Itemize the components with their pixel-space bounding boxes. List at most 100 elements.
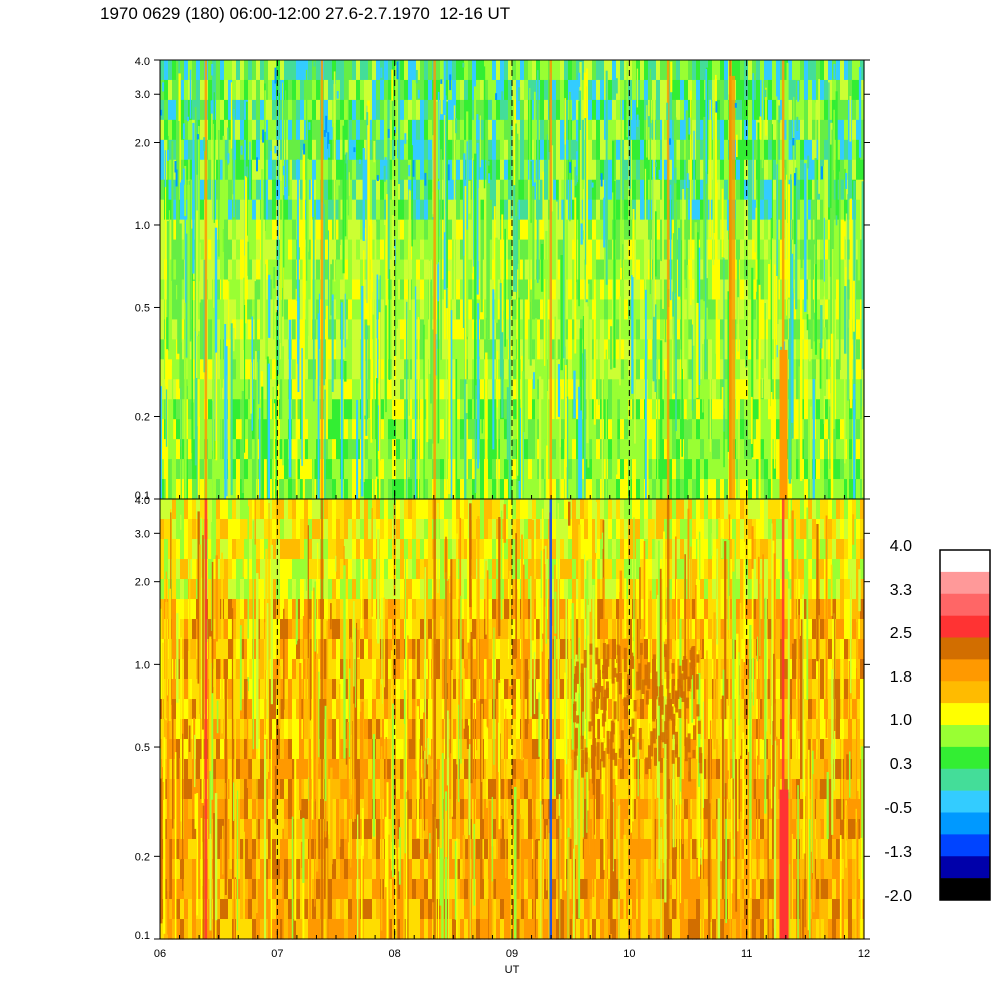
spectrogram-cell: [808, 239, 813, 261]
spectrogram-cell: [740, 259, 745, 281]
spectrogram-cell: [236, 779, 241, 800]
spectrogram-cell: [344, 259, 349, 281]
spectrogram-cell: [724, 299, 729, 320]
spectrogram-cell: [616, 159, 621, 181]
spectrogram-cell: [716, 279, 721, 301]
spectrogram-streak: [795, 167, 798, 310]
spectrogram-cell: [848, 479, 853, 500]
spectrogram-cell: [192, 619, 197, 640]
spectrogram-cell: [676, 179, 681, 201]
spectrogram-streak: [654, 211, 657, 277]
spectrogram-cell: [324, 179, 329, 201]
spectrogram-cell: [292, 419, 297, 440]
low-level-patch: [211, 64, 214, 76]
spectrogram-cell: [740, 139, 745, 161]
spectrogram-cell: [216, 319, 221, 340]
spectrogram-streak: [323, 204, 325, 386]
spectrogram-cell: [796, 239, 801, 261]
spectrogram-cell: [316, 299, 321, 320]
spectrogram-cell: [412, 119, 417, 141]
spectrogram-cell: [748, 459, 753, 480]
spectrogram-cell: [836, 379, 841, 400]
spectrogram-cell: [184, 519, 189, 540]
spectrogram-cell: [368, 60, 373, 81]
spectrogram-cell: [308, 119, 313, 141]
spectrogram-cell: [216, 479, 221, 500]
spectrogram-cell: [420, 179, 425, 201]
spectrogram-cell: [656, 299, 661, 320]
spectrogram-cell: [396, 459, 401, 480]
spectrogram-cell: [180, 79, 185, 101]
spectrogram-cell: [228, 519, 233, 540]
spectrogram-cell: [236, 879, 241, 900]
spectrogram-cell: [360, 159, 365, 181]
spectrogram-streak: [319, 350, 322, 386]
spectrogram-cell: [536, 399, 541, 420]
spectrogram-cell: [400, 60, 405, 81]
spectrogram-cell: [748, 319, 753, 340]
low-level-patch: [845, 173, 848, 189]
spectrogram-cell: [348, 319, 353, 340]
spectrogram-cell: [744, 479, 749, 500]
spectrogram-cell: [388, 179, 393, 201]
spectrogram-cell: [192, 479, 197, 500]
spectrogram-cell: [336, 419, 341, 440]
spectrogram-cell: [632, 279, 637, 301]
spectrogram-cell: [664, 459, 669, 480]
spectrogram-cell: [160, 339, 165, 360]
spectrogram-cell: [648, 459, 653, 480]
spectrogram-cell: [612, 479, 617, 500]
spectrogram-cell: [188, 119, 193, 141]
spectrogram-streak: [387, 99, 390, 279]
spectrogram-cell: [316, 159, 321, 181]
spectrogram-cell: [652, 379, 657, 400]
spectrogram-cell: [340, 119, 345, 141]
spectrogram-cell: [168, 839, 173, 860]
spectrogram-cell: [376, 479, 381, 500]
spectrogram-cell: [248, 899, 253, 920]
spectrogram-cell: [448, 139, 453, 161]
spectrogram-cell: [280, 459, 285, 480]
spectrogram-cell: [748, 199, 753, 221]
spectrogram-cell: [840, 139, 845, 161]
spectrogram-cell: [424, 119, 429, 141]
spectrogram-cell: [456, 439, 461, 460]
spectrogram-cell: [804, 60, 809, 81]
spectrogram-cell: [632, 319, 637, 340]
spectrogram-cell: [720, 119, 725, 141]
spectrogram-streak: [849, 96, 852, 142]
spectrogram-cell: [192, 319, 197, 340]
spectrogram-streak: [605, 70, 608, 285]
spectrogram-cell: [680, 79, 685, 101]
spectrogram-cell: [636, 60, 641, 81]
spectrogram-cell: [696, 419, 701, 440]
spectrogram-cell: [532, 479, 537, 500]
spectrogram-cell: [408, 379, 413, 400]
spectrogram-streak: [786, 174, 788, 316]
spectrogram-cell: [216, 359, 221, 380]
spectrogram-cell: [340, 99, 345, 121]
spectrogram-cell: [232, 219, 237, 241]
spectrogram-cell: [384, 479, 389, 500]
spectrogram-cell: [424, 439, 429, 460]
spectrogram-cell: [396, 199, 401, 221]
spectrogram-cell: [300, 299, 305, 320]
spectrogram-cell: [160, 479, 165, 500]
spectrogram-cell: [540, 419, 545, 440]
spectrogram-cell: [176, 359, 181, 380]
spectrogram-cell: [340, 79, 345, 101]
spectrogram-cell: [552, 359, 557, 380]
spectrogram-cell: [636, 119, 641, 141]
spectrogram-cell: [288, 299, 293, 320]
spectrogram-cell: [616, 259, 621, 281]
spectrogram-cell: [372, 99, 377, 121]
spectrogram-cell: [740, 339, 745, 360]
spectrogram-streak: [835, 91, 838, 216]
spectrogram-cell: [592, 419, 597, 440]
spectrogram-cell: [532, 60, 537, 81]
spectrogram-cell: [264, 159, 269, 181]
spectrogram-cell: [508, 199, 513, 221]
spectrogram-cell: [772, 479, 777, 500]
spectrogram-cell: [304, 339, 309, 360]
spectrogram-streak: [580, 348, 583, 499]
